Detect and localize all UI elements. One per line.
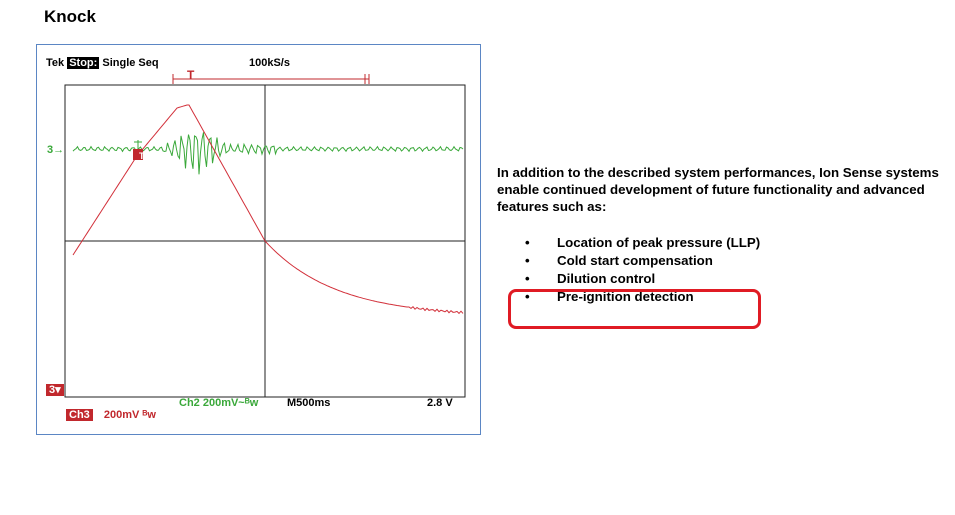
bullet-icon: •	[525, 289, 530, 304]
page-title: Knock	[44, 7, 96, 26]
ch2-ion-current-trace	[72, 132, 464, 175]
ch3-setting-row: Ch3 200mV ᴮw	[66, 409, 156, 421]
ch3-level-marker: 3→	[47, 144, 65, 156]
timebase: M500ms	[287, 397, 331, 409]
ch3-setting: 200mV ᴮw	[103, 409, 156, 421]
feature-list: • Location of peak pressure (LLP) • Cold s…	[525, 234, 760, 306]
list-item: • Location of peak pressure (LLP)	[525, 235, 761, 250]
sample-rate: 100kS/s	[249, 57, 290, 69]
ch2-setting: Ch2 200mV~ᴮw	[179, 397, 259, 409]
bullet-icon: •	[525, 235, 530, 250]
ch3-ground-marker: 3▾	[46, 383, 64, 396]
trigger-position-marker: T	[187, 68, 195, 82]
acquisition-mode: Single Seq	[102, 57, 159, 69]
trigger-t-letter: T	[139, 151, 145, 161]
highlight-outline	[508, 289, 761, 329]
bullet-icon: •	[525, 253, 530, 268]
list-item: • Dilution control	[525, 271, 656, 286]
trigger-level: 2.8 V	[427, 397, 453, 409]
oscilloscope-screenshot: Tek Stop: Single Seq 100kS/s T T 3→ 3▾ C…	[36, 44, 481, 435]
stop-badge: Stop:	[67, 57, 100, 69]
scope-display	[64, 74, 466, 398]
list-item: • Pre-ignition detection	[525, 289, 694, 304]
trigger-point-marker	[133, 149, 143, 160]
tek-label: Tek	[46, 57, 65, 69]
ch3-pressure-trace	[72, 104, 464, 315]
intro-paragraph: In addition to the described system perf…	[497, 165, 939, 214]
ch3-badge: Ch3	[66, 409, 93, 421]
bullet-icon: •	[525, 271, 530, 286]
list-item: • Cold start compensation	[525, 253, 713, 268]
scope-status-line: Tek Stop: Single Seq	[46, 57, 159, 69]
